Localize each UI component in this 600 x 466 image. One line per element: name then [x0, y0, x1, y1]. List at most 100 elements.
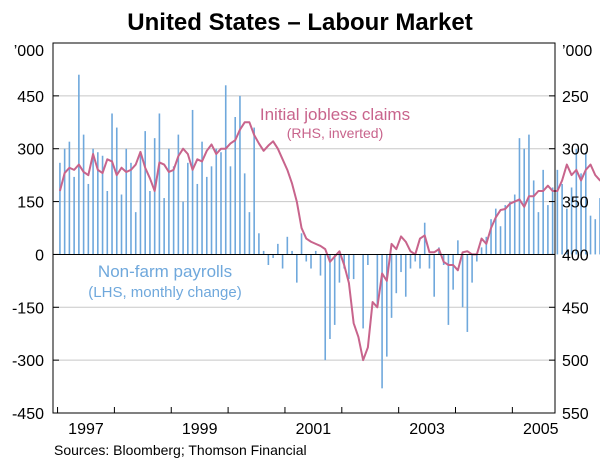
- payroll-bar: [333, 254, 336, 325]
- payroll-bar: [210, 166, 213, 255]
- payroll-bar: [87, 183, 90, 255]
- x-tick-label: 2001: [296, 421, 332, 438]
- payroll-bar: [305, 254, 308, 262]
- payroll-bar: [177, 134, 180, 255]
- right-tick-label: 500: [562, 353, 589, 370]
- payrolls-sublabel: (LHS, monthly change): [88, 284, 241, 301]
- payroll-bar: [158, 113, 161, 255]
- payroll-bar: [409, 254, 412, 269]
- payrolls-bars: [59, 74, 600, 389]
- payroll-bar: [182, 201, 184, 255]
- payroll-bar: [457, 240, 459, 255]
- payroll-bar: [352, 254, 355, 280]
- payroll-bar: [115, 127, 118, 255]
- payroll-bar: [205, 176, 208, 255]
- payroll-bar: [513, 194, 516, 255]
- payroll-bar: [561, 183, 563, 255]
- payroll-bar: [348, 254, 350, 280]
- left-axis-ticks: 450 300 150 0 -150 -300 -450: [12, 89, 59, 423]
- left-tick-label: 450: [17, 89, 44, 106]
- x-tick-label: 1999: [182, 421, 218, 438]
- claims-sublabel: (RHS, inverted): [287, 125, 383, 141]
- payroll-bar: [376, 254, 379, 308]
- payroll-bar: [224, 85, 227, 255]
- payroll-bar: [400, 254, 402, 273]
- claims-label: Initial jobless claims: [260, 105, 410, 124]
- payroll-bar: [220, 152, 222, 255]
- payroll-bar: [362, 254, 364, 329]
- payroll-bar: [447, 254, 450, 325]
- payroll-bar: [149, 191, 151, 255]
- payroll-bar: [504, 205, 507, 255]
- right-tick-label: 450: [562, 300, 589, 317]
- payroll-bar: [570, 187, 573, 255]
- payroll-bar: [476, 254, 478, 262]
- payroll-bar: [144, 131, 146, 255]
- payroll-bar: [125, 148, 128, 255]
- payroll-bar: [191, 109, 194, 255]
- payroll-bar: [172, 166, 175, 255]
- payroll-bar: [281, 254, 284, 269]
- payroll-bar: [215, 148, 218, 255]
- payroll-bar: [494, 208, 497, 255]
- payroll-bar: [551, 187, 554, 255]
- chart-title: United States – Labour Market: [127, 9, 472, 36]
- payroll-bar: [134, 212, 137, 255]
- payroll-bar: [547, 205, 549, 255]
- payroll-bar: [575, 148, 578, 255]
- payroll-bar: [130, 162, 132, 255]
- payroll-bar: [509, 201, 511, 255]
- payroll-bar: [97, 152, 99, 255]
- payroll-bar: [296, 254, 298, 283]
- payroll-bar: [201, 141, 203, 255]
- payroll-bar: [92, 148, 94, 255]
- left-tick-label: 300: [17, 142, 44, 159]
- payroll-bar: [480, 247, 483, 255]
- payroll-bar: [518, 138, 521, 255]
- payroll-bar: [499, 226, 502, 255]
- payroll-bar: [248, 212, 251, 255]
- right-tick-label: 400: [562, 247, 589, 264]
- payroll-bar: [59, 162, 61, 255]
- payroll-bar: [106, 191, 109, 255]
- payroll-bar: [490, 219, 492, 255]
- payroll-bar: [419, 254, 421, 269]
- left-tick-label: 0: [35, 247, 44, 264]
- right-tick-label: 350: [562, 195, 589, 212]
- payroll-bar: [428, 254, 431, 269]
- left-tick-label: -450: [12, 406, 44, 423]
- payroll-bar: [471, 254, 473, 283]
- payroll-bar: [258, 233, 260, 255]
- payroll-bar: [523, 148, 526, 255]
- x-tick-label: 2005: [523, 421, 559, 438]
- plot-frame: [52, 42, 556, 414]
- payroll-bar: [277, 243, 279, 255]
- payroll-bar: [580, 173, 582, 255]
- right-tick-label: 250: [562, 89, 589, 106]
- payroll-bar: [367, 254, 369, 265]
- payroll-bar: [319, 254, 322, 276]
- payroll-bar: [537, 212, 540, 255]
- payroll-bar: [329, 254, 331, 339]
- payroll-bar: [82, 134, 85, 255]
- payroll-bar: [168, 148, 170, 255]
- right-tick-label: 300: [562, 142, 589, 159]
- payroll-bar: [390, 254, 393, 318]
- left-tick-label: -300: [12, 353, 44, 370]
- right-tick-label: 550: [562, 406, 589, 423]
- payroll-bar: [414, 254, 417, 262]
- left-tick-label: 150: [17, 195, 44, 212]
- payroll-bar: [73, 176, 75, 255]
- payroll-bar: [542, 169, 544, 255]
- payroll-bar: [485, 236, 488, 255]
- payroll-bar: [120, 194, 123, 255]
- payroll-bar: [272, 254, 274, 258]
- payroll-bar: [139, 152, 142, 255]
- payroll-bar: [556, 169, 559, 255]
- claims-line: [58, 121, 600, 362]
- payroll-bar: [239, 95, 241, 255]
- x-axis: 1997 1999 2001 2003 2005: [57, 407, 559, 438]
- payroll-bar: [187, 162, 189, 255]
- payroll-bar: [68, 141, 71, 255]
- payroll-bar: [314, 250, 317, 255]
